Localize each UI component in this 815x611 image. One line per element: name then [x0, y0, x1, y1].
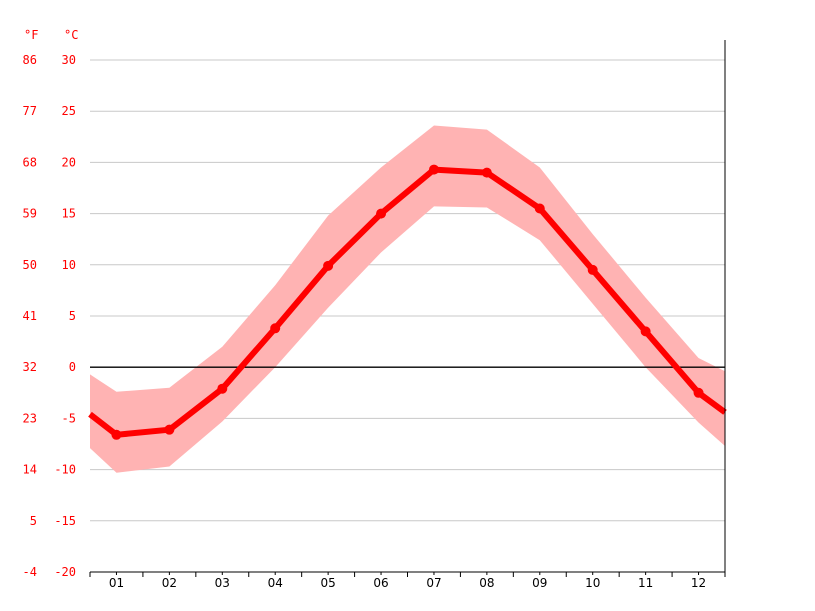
y-tick-label-celsius: 5 [69, 309, 76, 323]
y-tick-label-fahrenheit: -4 [23, 565, 37, 579]
y-tick-label-fahrenheit: 77 [23, 104, 37, 118]
y-tick-label-fahrenheit: 41 [23, 309, 37, 323]
data-point-05 [323, 260, 334, 271]
x-tick-label-10: 10 [585, 576, 600, 590]
y-tick-label-celsius: 30 [62, 53, 76, 67]
x-tick-label-01: 01 [109, 576, 124, 590]
x-tick-label-05: 05 [320, 576, 335, 590]
x-tick-label-07: 07 [426, 576, 441, 590]
y-tick-label-fahrenheit: 5 [30, 514, 37, 528]
data-point-08 [481, 167, 492, 178]
x-axis-tick-labels: 01 02 03 04 05 06 07 08 09 10 11 12 [109, 576, 706, 590]
x-tick-label-03: 03 [215, 576, 230, 590]
data-point-03 [217, 383, 228, 394]
y-tick-label-celsius: 0 [69, 360, 76, 374]
y-axis-tick-labels: 30 86 25 77 20 68 15 59 10 50 5 41 0 32 -5 23 -10 14 -15 5 -… [23, 53, 76, 579]
data-point-04 [270, 323, 281, 334]
data-point-11 [640, 326, 651, 337]
mean-temperature-points [111, 164, 704, 440]
data-point-06 [376, 208, 387, 219]
data-point-09 [534, 203, 545, 214]
y-tick-label-celsius: 15 [62, 207, 76, 221]
data-point-01 [111, 429, 122, 440]
data-point-10 [587, 264, 598, 275]
y-tick-label-celsius: 10 [62, 258, 76, 272]
x-axis-ticks [89, 572, 726, 577]
y-tick-label-fahrenheit: 32 [23, 360, 37, 374]
y-tick-label-fahrenheit: 59 [23, 207, 37, 221]
y-tick-label-fahrenheit: 23 [23, 411, 37, 425]
y-tick-label-celsius: -5 [62, 411, 76, 425]
x-tick-label-11: 11 [638, 576, 653, 590]
y-tick-label-celsius: -20 [54, 565, 76, 579]
y-tick-label-celsius: -15 [54, 514, 76, 528]
fahrenheit-unit-label: °F [24, 28, 38, 42]
x-tick-label-02: 02 [162, 576, 177, 590]
celsius-unit-label: °C [64, 28, 78, 42]
x-tick-label-06: 06 [373, 576, 388, 590]
mean-temperature-line [88, 166, 727, 438]
x-tick-label-12: 12 [691, 576, 706, 590]
x-tick-label-09: 09 [532, 576, 547, 590]
x-tick-label-04: 04 [268, 576, 283, 590]
y-tick-label-celsius: -10 [54, 463, 76, 477]
data-point-07 [428, 164, 439, 175]
y-tick-label-celsius: 25 [62, 104, 76, 118]
x-tick-label-08: 08 [479, 576, 494, 590]
y-tick-label-fahrenheit: 50 [23, 258, 37, 272]
temperature-range-band [90, 125, 725, 473]
data-point-12 [693, 387, 704, 398]
data-point-02 [164, 424, 175, 435]
y-tick-label-fahrenheit: 68 [23, 155, 37, 169]
y-tick-label-celsius: 20 [62, 155, 76, 169]
y-tick-label-fahrenheit: 14 [23, 463, 37, 477]
y-tick-label-fahrenheit: 86 [23, 53, 37, 67]
